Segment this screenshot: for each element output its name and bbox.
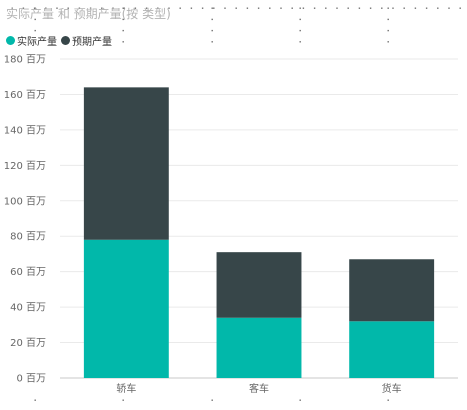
y-tick-label: 140 百万 [4,124,46,136]
legend-label-expected: 预期产量 [72,36,112,48]
y-tick-label: 60 百万 [10,266,46,278]
y-tick-label: 40 百万 [10,302,46,314]
chart-title: 实际产量 和 预期产量(按 类型) [6,7,171,21]
y-tick-label: 100 百万 [4,195,46,207]
bar-actual-2[interactable] [216,317,302,378]
legend: 实际产量 预期产量 [6,33,112,48]
y-tick-label: 180 百万 [4,54,46,66]
legend-swatch-actual [6,35,15,45]
bar-actual-1[interactable] [83,239,169,378]
y-tick-label: 80 百万 [10,231,46,243]
y-tick-label: 0 百万 [16,373,46,385]
y-tick-label: 160 百万 [4,89,46,101]
legend-item-actual[interactable]: 实际产量 [6,33,57,48]
legend-label-actual: 实际产量 [17,36,57,48]
bar-expected-3[interactable] [349,259,435,322]
y-tick-label: 20 百万 [10,337,46,349]
bar-expected-2[interactable] [216,252,302,318]
bar-actual-3[interactable] [349,321,435,378]
bar-expected-1[interactable] [83,87,169,240]
y-tick-label: 120 百万 [4,160,46,172]
legend-swatch-expected [61,35,70,45]
x-category-label: 客车 [249,382,269,395]
x-category-label: 货车 [382,382,402,395]
x-category-label: 轿车 [116,382,136,395]
legend-item-expected[interactable]: 预期产量 [61,33,112,48]
